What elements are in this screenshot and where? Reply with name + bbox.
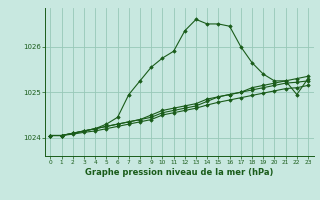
X-axis label: Graphe pression niveau de la mer (hPa): Graphe pression niveau de la mer (hPa) — [85, 168, 273, 177]
